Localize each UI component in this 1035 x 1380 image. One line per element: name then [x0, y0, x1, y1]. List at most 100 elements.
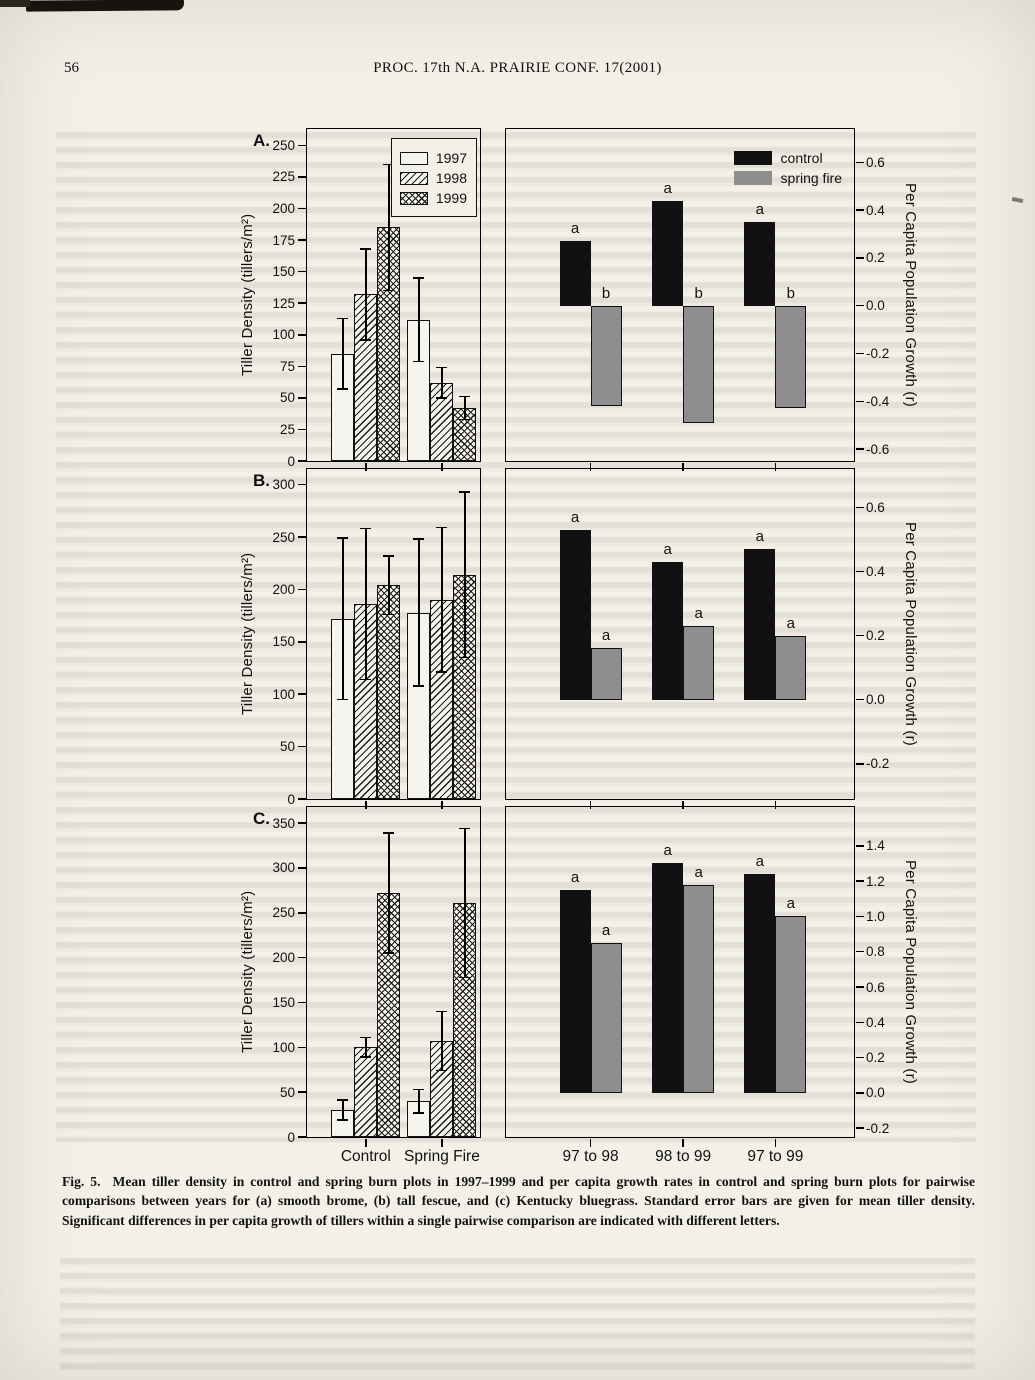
y-tick [297, 428, 306, 431]
y-tick [855, 698, 864, 701]
x-tick [441, 1138, 443, 1147]
y-tick [855, 763, 864, 765]
y-tick-label: 0.2 [866, 250, 885, 266]
error-bar [365, 1037, 367, 1058]
y-tick [297, 483, 306, 486]
x-tick [589, 800, 592, 809]
significance-letter: a [663, 540, 672, 558]
bleedthrough-text [56, 132, 976, 1142]
y-tick [855, 506, 864, 509]
x-tick [441, 800, 443, 809]
y-tick-label: 0.2 [866, 628, 885, 644]
y-tick-label: 1.2 [866, 873, 885, 889]
significance-letter: a [570, 220, 580, 238]
error-bar-cap [459, 395, 471, 398]
error-bar [342, 318, 344, 390]
y-tick [855, 1021, 864, 1024]
y-tick [855, 1092, 864, 1094]
legend-swatch-1999 [399, 191, 428, 205]
y-tick [297, 1091, 306, 1093]
y-tick-label: 50 [279, 1084, 295, 1100]
y-tick-label: 250 [272, 905, 295, 921]
figure-caption-label: Fig. 5. [62, 1174, 101, 1189]
y-tick-label: 0 [287, 1129, 295, 1145]
x-tick [365, 1138, 367, 1147]
chart-panel-a-growth: control spring fire 0.6 0.4 0.2 0.0 -0.2 -0.4… [505, 128, 889, 471]
error-bar-cap [383, 832, 395, 834]
panel-label-b: B. [253, 471, 270, 490]
y-tick-label: 0.6 [866, 979, 885, 995]
y-tick [855, 915, 864, 918]
y-tick [855, 986, 864, 988]
error-bar-cap [413, 1088, 425, 1091]
error-bar [342, 538, 344, 700]
legend-item-1997: 1997 [399, 150, 467, 166]
y-tick [297, 536, 306, 538]
y-tick-label: 250 [272, 137, 295, 153]
x-category-label: 98 to 99 [655, 1148, 712, 1165]
legend-item-spring-fire: spring fire [733, 170, 842, 186]
y-tick-label: 0.0 [866, 298, 885, 314]
y-axis-title-growth-b: Per Capita Population Growth (r) [902, 522, 919, 746]
y-tick [855, 880, 864, 882]
y-tick [297, 693, 306, 695]
page-number: 56 [64, 60, 79, 76]
x-category-label: 97 to 98 [562, 1148, 619, 1165]
bar-1999-spring-fire [453, 902, 477, 1137]
y-tick-label: -0.2 [866, 1120, 890, 1136]
y-tick-label: 0.6 [866, 154, 885, 170]
y-tick-label: 0.4 [866, 564, 885, 580]
y-tick [855, 1056, 864, 1059]
chart-panel-c-growth: 1.4 1.2 1.0 0.8 0.6 0.4 0.2 0.0 -0.2 97 to 98 a a 98… [505, 806, 889, 1165]
y-tick [297, 956, 306, 959]
error-bar [464, 828, 466, 978]
error-bar [441, 367, 443, 398]
y-tick [855, 161, 864, 164]
significance-letter: b [601, 284, 611, 302]
error-bar-cap [436, 1010, 448, 1013]
legend-label-control: control [780, 150, 823, 166]
bar-control-97-to-98 [559, 889, 591, 1093]
y-tick-label: 100 [272, 686, 295, 702]
y-tick [855, 448, 864, 450]
x-tick [589, 1138, 592, 1147]
y-tick-label: 150 [272, 634, 295, 650]
x-tick [589, 462, 592, 471]
error-bar [464, 396, 466, 420]
bar-spring-fire-97-to-99 [775, 635, 807, 700]
y-tick [855, 950, 864, 953]
bar-1998-control [354, 604, 378, 799]
bar-control-97-to-99 [744, 874, 776, 1093]
error-bar-cap [360, 527, 372, 530]
y-tick [297, 1001, 306, 1004]
error-bar-cap [413, 277, 425, 279]
scan-artifact [1011, 196, 1024, 204]
significance-letter: a [755, 528, 765, 546]
y-tick [855, 634, 864, 637]
error-bar-cap [413, 685, 425, 687]
y-tick-label: 50 [279, 739, 295, 755]
y-tick-label: 300 [272, 477, 295, 493]
bar-1999-control [377, 227, 401, 461]
bar-spring-fire-97-to-98 [590, 305, 622, 407]
bar-1998-spring-fire [430, 1041, 454, 1137]
error-bar-cap [337, 317, 349, 320]
y-tick-label: 100 [272, 1039, 295, 1055]
significance-letter: a [570, 868, 580, 886]
y-tick [297, 1046, 306, 1049]
y-tick [297, 1136, 306, 1138]
y-tick-label: 100 [272, 327, 295, 343]
y-tick [297, 588, 306, 591]
y-tick [297, 207, 306, 210]
y-tick-label: 50 [279, 390, 295, 406]
y-tick-label: 200 [272, 201, 295, 217]
y-tick-label: 1.0 [866, 908, 885, 924]
error-bar-cap [383, 613, 395, 616]
y-tick [297, 302, 306, 304]
error-bar [418, 1089, 420, 1113]
y-tick-label: 0.0 [866, 1085, 885, 1101]
chart-panel-b-tiller-density: 300 250 200 150 100 50 0 [272, 468, 481, 809]
error-bar-cap [337, 537, 349, 539]
y-axis-title-growth-c: Per Capita Population Growth (r) [902, 860, 919, 1084]
